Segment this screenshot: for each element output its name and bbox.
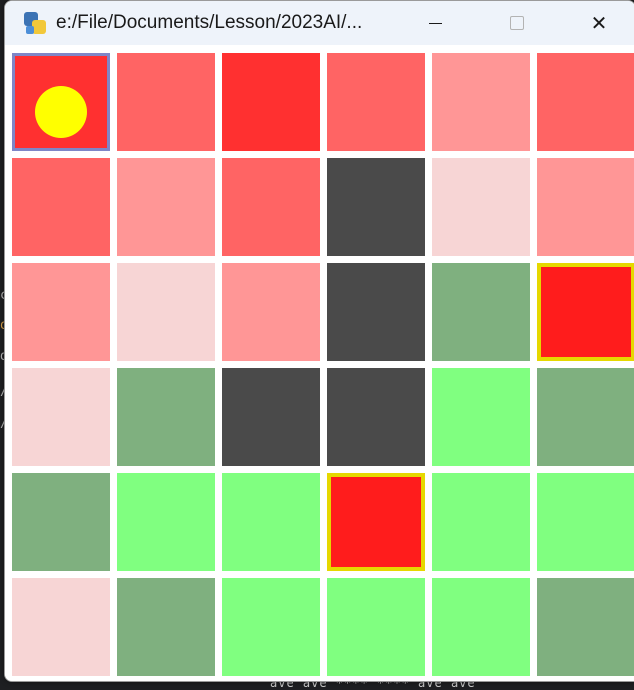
grid-cell <box>537 473 634 571</box>
minimize-button[interactable] <box>409 1 461 45</box>
grid-cell <box>537 578 634 676</box>
grid-cell <box>432 53 530 151</box>
grid-cell <box>537 158 634 256</box>
wall-cell <box>222 368 320 466</box>
grid-cell <box>432 263 530 361</box>
app-window: e:/File/Documents/Lesson/2023AI/... ✕ <box>4 0 634 682</box>
grid-cell <box>12 158 110 256</box>
agent-cell <box>12 53 110 151</box>
grid-cell <box>12 473 110 571</box>
grid-cell <box>222 158 320 256</box>
close-button[interactable]: ✕ <box>573 1 625 45</box>
minimize-icon <box>429 23 442 24</box>
goal-cell <box>327 473 425 571</box>
grid-cell <box>12 368 110 466</box>
grid-cell <box>222 578 320 676</box>
grid-cell <box>432 368 530 466</box>
grid-cell <box>222 473 320 571</box>
close-icon: ✕ <box>591 11 608 36</box>
agent-marker <box>35 86 87 138</box>
grid-cell <box>537 368 634 466</box>
grid-cell <box>117 578 215 676</box>
grid-cell <box>12 578 110 676</box>
grid-cell <box>117 473 215 571</box>
window-title: e:/File/Documents/Lesson/2023AI/... <box>56 12 362 34</box>
maximize-icon <box>510 16 524 30</box>
wall-cell <box>327 158 425 256</box>
grid-cell <box>327 53 425 151</box>
title-bar[interactable]: e:/File/Documents/Lesson/2023AI/... ✕ <box>5 1 634 45</box>
grid-cell <box>117 368 215 466</box>
grid-cell <box>432 158 530 256</box>
wall-cell <box>327 263 425 361</box>
grid-cell <box>117 158 215 256</box>
grid-cell <box>117 53 215 151</box>
grid-world-canvas[interactable] <box>5 45 634 681</box>
grid-cell <box>432 473 530 571</box>
grid-cell <box>327 578 425 676</box>
grid-cell <box>222 53 320 151</box>
python-app-icon <box>23 11 47 35</box>
wall-cell <box>327 368 425 466</box>
grid-cell <box>117 263 215 361</box>
maximize-button[interactable] <box>491 1 543 45</box>
grid-cell <box>222 263 320 361</box>
goal-cell <box>537 263 634 361</box>
grid-cell <box>432 578 530 676</box>
grid-cell <box>537 53 634 151</box>
grid-cell <box>12 263 110 361</box>
